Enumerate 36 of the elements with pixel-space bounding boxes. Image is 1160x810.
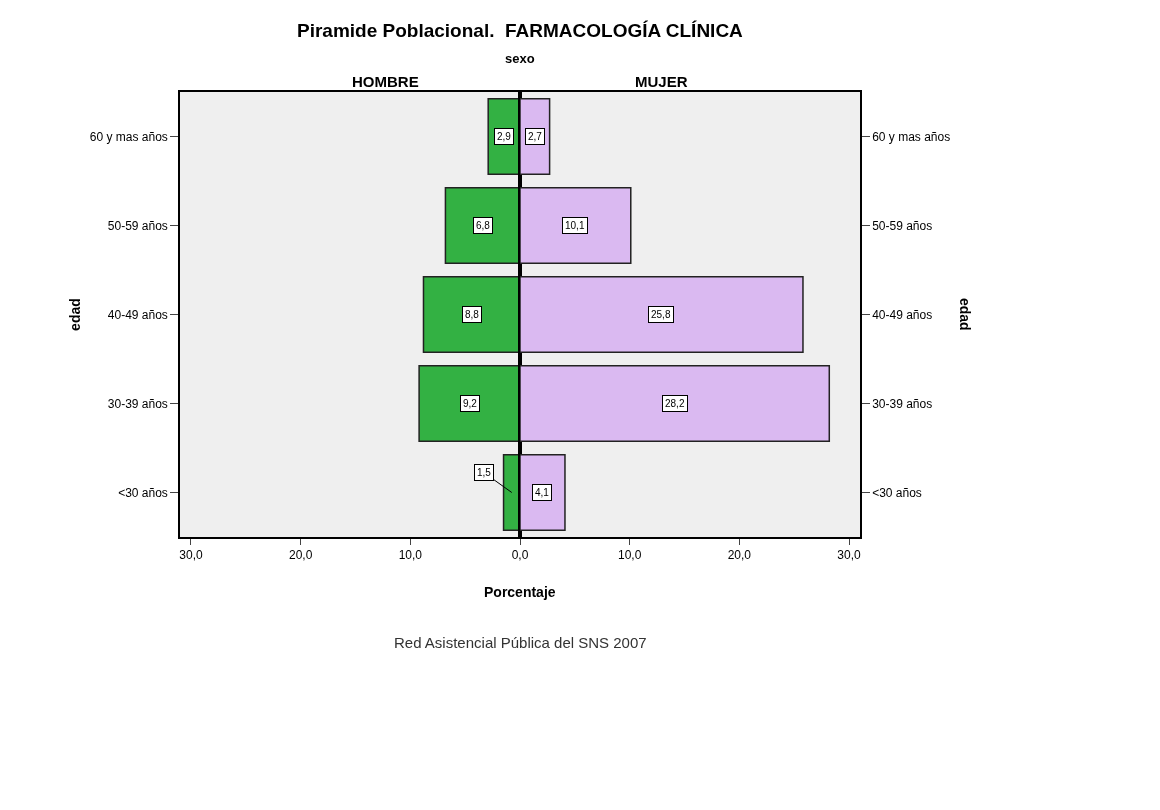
text: sexo: [505, 51, 535, 66]
y-tick-label: 50-59 años: [872, 218, 933, 233]
y-tick-label: 30-39 años: [872, 396, 933, 411]
data-label: 8,8: [465, 309, 480, 320]
x-tick-label: 10,0: [618, 548, 642, 563]
y-tick-label: <30 años: [118, 485, 168, 500]
chart-title: MUJER: [635, 73, 688, 90]
data-label: 9,2: [463, 398, 478, 409]
y-tick-label: 40-49 años: [107, 307, 168, 322]
y-axis-title: edad: [66, 298, 83, 331]
x-tick-label: 20,0: [288, 548, 313, 563]
data-label: 25,8: [651, 309, 671, 320]
bar: [418, 364, 520, 443]
x-tick-label: 30,0: [179, 548, 203, 563]
y-tick-label: <30 años: [872, 485, 922, 500]
chart-title: HOMBRE: [352, 73, 419, 90]
x-axis-title: Porcentaje: [484, 584, 556, 600]
data-label: 4,1: [535, 487, 550, 498]
x-tick-label: 0,0: [511, 548, 529, 563]
y-tick-label: 30-39 años: [107, 396, 168, 411]
x-tick-label: 30,0: [837, 548, 862, 563]
data-label: 10,1: [565, 220, 585, 231]
text: Red Asistencial Pública del SNS 2007: [394, 634, 647, 651]
data-label: 2,9: [497, 131, 512, 142]
y-tick-label: 40-49 años: [872, 307, 933, 322]
y-tick-label: 50-59 años: [107, 218, 168, 233]
y-tick-label: 60 y mas años: [89, 129, 168, 144]
y-tick-label: 60 y mas años: [872, 129, 951, 144]
x-tick-label: 20,0: [727, 548, 752, 563]
x-tick-label: 10,0: [398, 548, 423, 563]
data-label: 28,2: [665, 398, 685, 409]
data-label: 2,7: [528, 131, 543, 142]
text: Piramide Poblacional. FARMACOLOGÍA CLÍNICA: [297, 20, 744, 41]
data-label: 6,8: [476, 220, 491, 231]
data-label: 1,5: [477, 467, 492, 478]
y-axis-title: edad: [957, 297, 974, 331]
